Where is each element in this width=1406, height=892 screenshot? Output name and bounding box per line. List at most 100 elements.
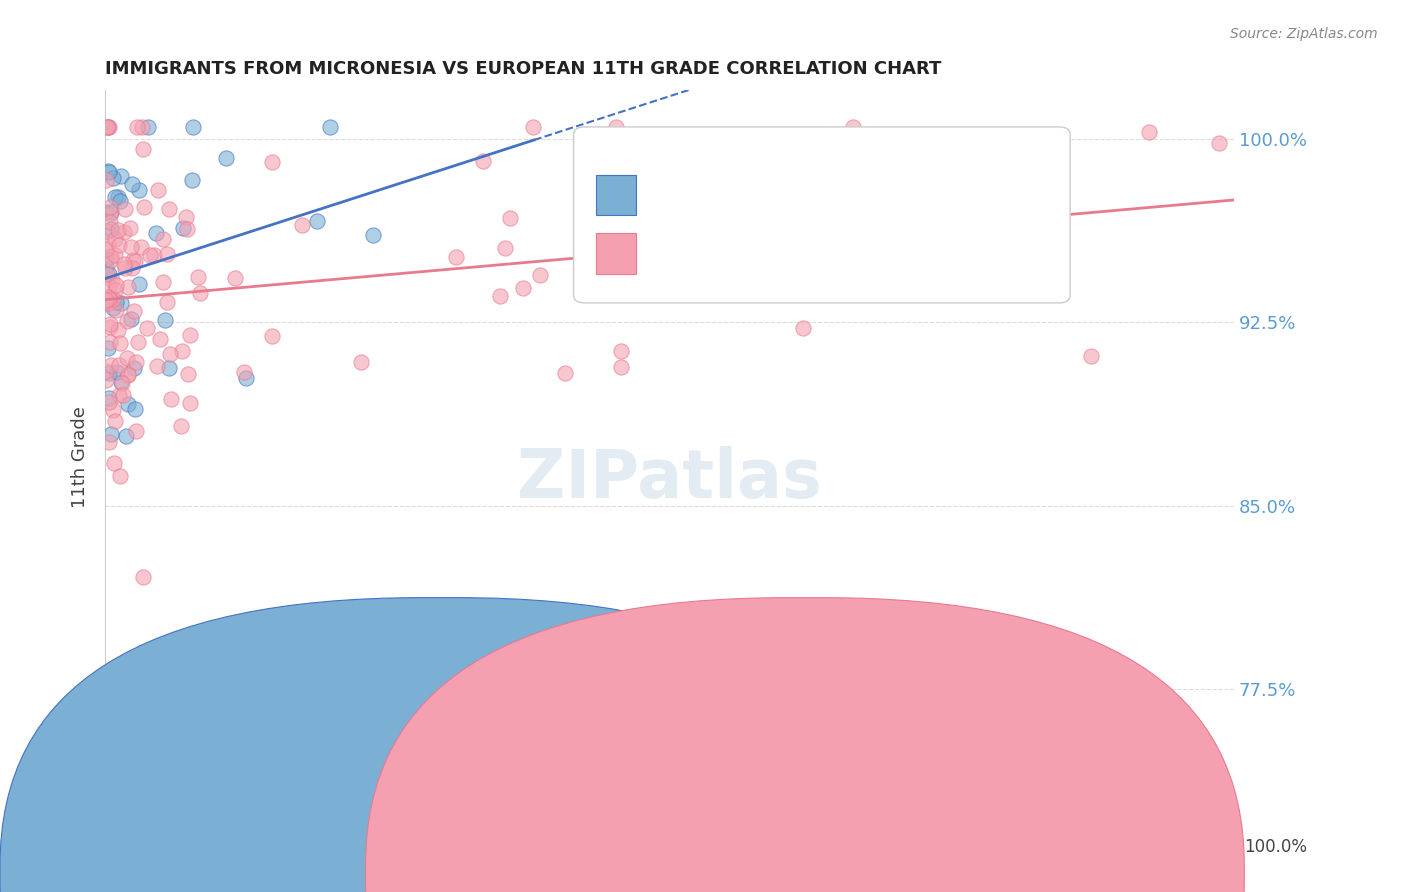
Point — [104, 277, 127, 292]
Point — [1137, 125, 1160, 139]
Point — [132, 200, 155, 214]
Point — [124, 304, 146, 318]
Bar — [596, 175, 636, 215]
Point — [97, 267, 120, 281]
Point — [96, 205, 118, 219]
Point — [152, 232, 174, 246]
Point — [129, 240, 152, 254]
Point — [96, 120, 118, 134]
Point — [114, 260, 136, 275]
Point — [107, 365, 129, 379]
Point — [157, 360, 180, 375]
Point — [98, 295, 121, 310]
Point — [101, 171, 124, 186]
Point — [187, 269, 209, 284]
Point — [262, 154, 284, 169]
Point — [215, 151, 238, 165]
Point — [188, 285, 211, 300]
Point — [124, 402, 146, 417]
Point — [100, 249, 122, 263]
Point — [107, 387, 129, 401]
Text: R = -0.219   N =  43: R = -0.219 N = 43 — [641, 154, 859, 172]
Point — [138, 120, 160, 134]
Point — [110, 296, 132, 310]
Point — [117, 351, 139, 365]
Point — [159, 346, 181, 360]
Point — [97, 120, 120, 134]
Point — [1029, 163, 1052, 178]
Point — [114, 202, 136, 216]
Point — [609, 343, 631, 358]
Point — [107, 223, 129, 237]
Point — [107, 359, 129, 373]
FancyBboxPatch shape — [574, 127, 1070, 303]
Point — [361, 227, 384, 242]
Point — [153, 313, 176, 327]
Point — [232, 365, 254, 379]
Point — [127, 335, 149, 350]
Point — [97, 163, 120, 178]
Point — [808, 264, 831, 278]
Point — [172, 344, 194, 359]
Point — [97, 341, 120, 355]
Point — [179, 328, 201, 343]
Point — [124, 253, 146, 268]
Point — [156, 247, 179, 261]
Point — [979, 247, 1001, 261]
Point — [148, 183, 170, 197]
Point — [170, 418, 193, 433]
Point — [117, 314, 139, 328]
Point — [179, 395, 201, 409]
Point — [98, 215, 121, 229]
Point — [132, 570, 155, 584]
Point — [101, 403, 124, 417]
Point — [880, 264, 903, 278]
Point — [122, 252, 145, 267]
Point — [115, 429, 138, 443]
Point — [176, 221, 198, 235]
Point — [319, 120, 342, 134]
Point — [107, 237, 129, 252]
Point — [96, 252, 118, 266]
Text: Immigrants from Micronesia: Immigrants from Micronesia — [446, 856, 679, 874]
Text: Europeans: Europeans — [870, 856, 957, 874]
Text: 100.0%: 100.0% — [1244, 838, 1308, 855]
Point — [110, 375, 132, 389]
Point — [110, 336, 132, 351]
Point — [350, 355, 373, 369]
Point — [128, 183, 150, 197]
Point — [512, 281, 534, 295]
Point — [100, 222, 122, 236]
Point — [136, 321, 159, 335]
Point — [181, 173, 204, 187]
Point — [866, 249, 889, 263]
Point — [104, 414, 127, 428]
Point — [235, 371, 257, 385]
Point — [96, 242, 118, 256]
Point — [160, 392, 183, 407]
Point — [101, 301, 124, 315]
Point — [291, 218, 314, 232]
Point — [471, 153, 494, 168]
Point — [111, 387, 134, 401]
Point — [108, 469, 131, 483]
Text: 0.0%: 0.0% — [91, 838, 134, 855]
Point — [494, 241, 516, 255]
Point — [125, 424, 148, 438]
Point — [103, 456, 125, 470]
Point — [112, 257, 135, 271]
Point — [149, 333, 172, 347]
Point — [100, 252, 122, 267]
Point — [132, 142, 155, 156]
Point — [142, 248, 165, 262]
Point — [98, 120, 121, 134]
Point — [128, 277, 150, 291]
Point — [120, 220, 142, 235]
Text: ZIPatlas: ZIPatlas — [517, 446, 823, 512]
Point — [100, 358, 122, 372]
Point — [120, 312, 142, 326]
Point — [121, 261, 143, 276]
Point — [444, 251, 467, 265]
Point — [124, 361, 146, 376]
Point — [120, 240, 142, 254]
